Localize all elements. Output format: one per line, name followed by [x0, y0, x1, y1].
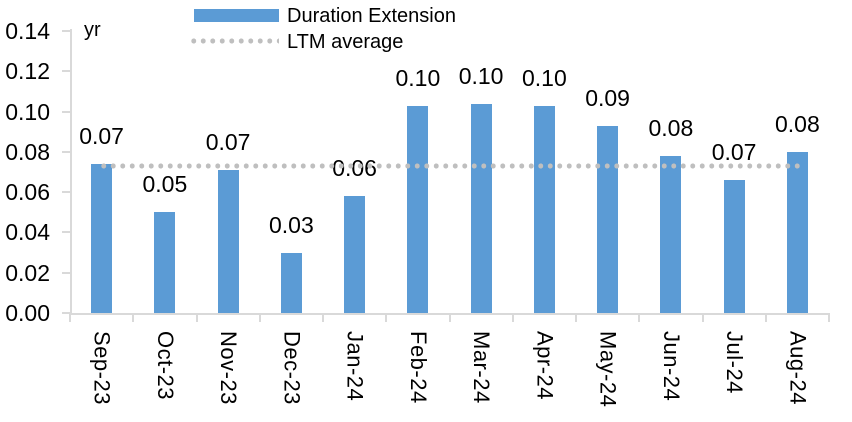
- bar-value-label: 0.08: [775, 110, 820, 137]
- legend-series-label: Duration Extension: [287, 5, 456, 27]
- legend-ltm-label: LTM average: [287, 31, 404, 53]
- x-axis-tick-mark: [69, 313, 71, 322]
- x-axis-tick-mark: [511, 313, 514, 322]
- bar-value-label: 0.07: [711, 139, 757, 166]
- x-axis-category-label: Jan-24: [342, 331, 368, 402]
- bar-value-label: 0.03: [269, 211, 314, 238]
- y-axis-line: [70, 29, 72, 314]
- x-axis-category-label: Sep-23: [89, 331, 115, 405]
- y-axis-tick-label: 0.06: [5, 179, 50, 206]
- y-axis-unit-label: yr: [84, 19, 101, 41]
- y-axis-tick-mark: [62, 150, 70, 153]
- x-axis-tick-mark: [385, 313, 388, 322]
- y-axis-tick-label: 0.02: [5, 259, 50, 286]
- bar-jan-24: [344, 196, 366, 313]
- bar-value-label: 0.07: [79, 122, 124, 149]
- bar-sep-23: [91, 163, 113, 313]
- legend-bar-swatch: [194, 9, 279, 22]
- x-axis-tick-mark: [764, 313, 767, 322]
- y-axis-tick-mark: [62, 191, 70, 194]
- bar-aug-24: [786, 151, 808, 313]
- bar-value-label: 0.08: [648, 114, 694, 141]
- x-axis-tick-mark: [195, 313, 198, 322]
- x-axis-tick-mark: [258, 313, 261, 322]
- x-axis-category-label: Nov-23: [216, 331, 242, 405]
- y-axis-tick-label: 0.04: [5, 219, 50, 246]
- x-axis-category-label: Dec-23: [279, 331, 305, 405]
- x-axis-tick-mark: [828, 313, 830, 322]
- x-axis-category-label: Aug-24: [785, 331, 811, 405]
- x-axis-category-label: Apr-24: [532, 331, 558, 401]
- bar-jun-24: [660, 155, 682, 313]
- bar-oct-23: [154, 212, 176, 313]
- y-axis-tick-mark: [62, 312, 70, 314]
- y-axis-tick-mark: [62, 231, 70, 234]
- x-axis-tick-mark: [448, 313, 451, 322]
- bar-mar-24: [470, 103, 492, 313]
- bar-may-24: [597, 125, 619, 313]
- y-axis-tick-mark: [62, 30, 70, 32]
- x-axis-category-label: May-24: [595, 331, 621, 408]
- x-axis-category-label: Mar-24: [469, 331, 495, 404]
- x-axis-tick-mark: [701, 313, 704, 322]
- y-axis-tick-mark: [62, 70, 70, 73]
- x-axis-tick-mark: [638, 313, 641, 322]
- bar-feb-24: [407, 105, 429, 313]
- bar-value-label: 0.10: [522, 64, 567, 91]
- x-axis-category-label: Oct-23: [152, 331, 178, 401]
- bar-apr-24: [533, 105, 555, 313]
- x-axis-category-label: Jun-24: [658, 331, 684, 402]
- y-axis-tick-label: 0.12: [5, 58, 50, 85]
- y-axis-tick-label: 0.08: [5, 138, 50, 165]
- bar-value-label: 0.10: [458, 62, 504, 89]
- legend-ltm-swatch: [189, 38, 279, 44]
- bar-value-label: 0.09: [585, 84, 630, 111]
- bar-nov-23: [217, 170, 239, 313]
- ltm-average-line: [98, 163, 801, 169]
- x-axis-tick-mark: [322, 313, 324, 322]
- bar-dec-23: [280, 252, 302, 313]
- bar-value-label: 0.05: [142, 171, 188, 198]
- y-axis-tick-mark: [62, 110, 70, 113]
- x-axis-category-label: Jul-24: [722, 331, 748, 394]
- y-axis-tick-label: 0.00: [5, 300, 50, 326]
- x-axis-tick-mark: [575, 313, 577, 322]
- bar-value-label: 0.10: [395, 64, 441, 91]
- x-axis-category-label: Feb-24: [405, 331, 431, 404]
- x-axis-tick-mark: [132, 313, 135, 322]
- y-axis-tick-mark: [62, 271, 70, 274]
- bar-jul-24: [723, 180, 745, 313]
- bar-value-label: 0.07: [205, 129, 251, 155]
- y-axis-tick-label: 0.10: [5, 98, 50, 125]
- y-axis-tick-label: 0.14: [5, 18, 50, 44]
